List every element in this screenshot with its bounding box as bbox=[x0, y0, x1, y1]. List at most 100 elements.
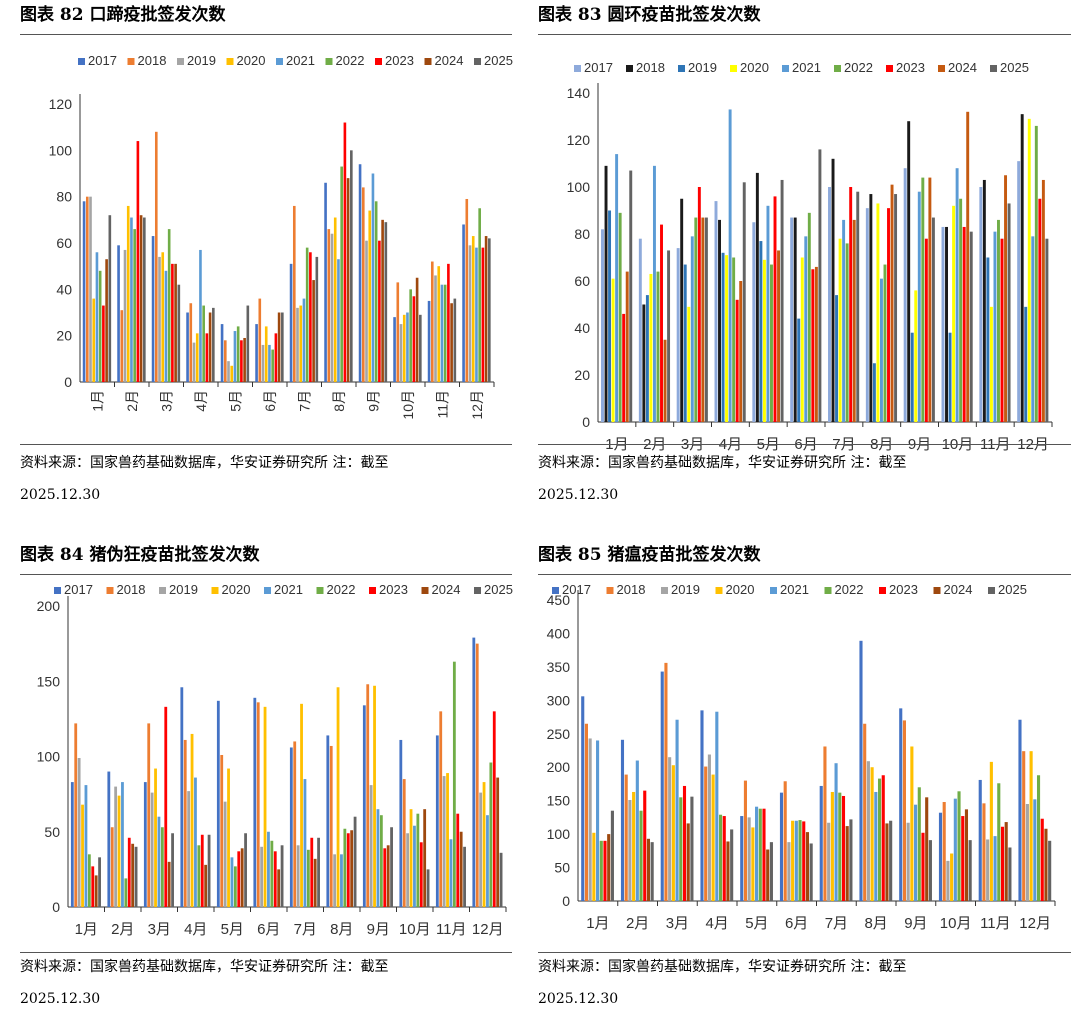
bar bbox=[171, 833, 174, 907]
bar bbox=[127, 837, 131, 907]
bar bbox=[690, 236, 694, 422]
x-tick-label: 12月 bbox=[472, 921, 504, 938]
bar bbox=[762, 808, 766, 901]
bar bbox=[212, 307, 215, 382]
x-tick-label: 7月 bbox=[825, 915, 848, 932]
bar bbox=[449, 839, 453, 907]
bar bbox=[346, 833, 350, 907]
bar bbox=[261, 344, 265, 382]
bar bbox=[780, 179, 784, 422]
bar bbox=[220, 324, 224, 382]
bar bbox=[189, 303, 193, 382]
y-tick-label: 140 bbox=[567, 85, 591, 101]
bar bbox=[766, 205, 770, 422]
bar bbox=[87, 854, 91, 907]
bar bbox=[711, 774, 715, 901]
bar bbox=[456, 813, 460, 907]
bar bbox=[446, 773, 449, 907]
y-tick-label: 80 bbox=[574, 226, 590, 242]
bar bbox=[236, 326, 240, 382]
bar bbox=[374, 201, 378, 382]
bar bbox=[902, 720, 906, 901]
bar bbox=[161, 252, 165, 382]
bar bbox=[350, 830, 354, 907]
legend-label: 2020 bbox=[740, 60, 769, 75]
x-tick-label: 5月 bbox=[745, 915, 768, 932]
bar bbox=[986, 839, 990, 901]
bar bbox=[177, 284, 181, 382]
bar bbox=[607, 834, 611, 901]
bar bbox=[804, 236, 808, 422]
chart-83-svg: 2017 2018 2019 2020 2021 2022 2023 2024 2025 0 20 4… bbox=[567, 60, 1053, 453]
legend-swatch bbox=[606, 587, 614, 594]
title-divider bbox=[538, 34, 1071, 35]
x-tick-label: 6月 bbox=[262, 390, 278, 412]
bar bbox=[180, 687, 184, 907]
bar bbox=[588, 738, 592, 901]
bar bbox=[968, 840, 972, 901]
bar bbox=[686, 823, 690, 901]
bar bbox=[315, 256, 319, 382]
legend-swatch bbox=[715, 587, 723, 594]
legend-label: 2021 bbox=[780, 582, 809, 597]
bar bbox=[164, 706, 168, 907]
legend-label: 2025 bbox=[998, 582, 1027, 597]
bar bbox=[1020, 114, 1024, 423]
bar bbox=[660, 224, 663, 422]
legend-swatch bbox=[177, 58, 184, 65]
legend-label: 2022 bbox=[336, 53, 365, 68]
bar bbox=[625, 271, 629, 422]
bar bbox=[187, 791, 191, 907]
bar bbox=[82, 201, 86, 382]
bar bbox=[715, 711, 719, 901]
bar bbox=[399, 324, 403, 382]
bar bbox=[966, 111, 970, 423]
bar bbox=[982, 179, 986, 422]
bar bbox=[383, 848, 387, 907]
bar bbox=[423, 809, 427, 907]
legend-label: 2020 bbox=[222, 582, 251, 597]
bar bbox=[255, 324, 258, 382]
bar bbox=[869, 194, 873, 422]
bar bbox=[154, 768, 157, 907]
bar bbox=[787, 842, 791, 901]
bar bbox=[618, 212, 622, 422]
bar bbox=[704, 766, 708, 901]
bar bbox=[925, 797, 929, 901]
bar bbox=[924, 238, 928, 422]
title-divider bbox=[20, 34, 512, 35]
bar bbox=[336, 687, 340, 907]
bar bbox=[865, 208, 869, 422]
bar bbox=[668, 757, 672, 901]
legend-label: 2022 bbox=[835, 582, 864, 597]
bar bbox=[870, 767, 874, 901]
bar bbox=[164, 270, 168, 382]
bar bbox=[409, 289, 412, 382]
bar bbox=[1018, 719, 1022, 901]
bar bbox=[406, 312, 409, 382]
bar bbox=[243, 337, 246, 382]
chart-title: 图表 83 圆环疫苗批签发次数 bbox=[538, 5, 761, 25]
y-tick-label: 60 bbox=[574, 273, 590, 289]
bar bbox=[899, 708, 903, 901]
bar bbox=[258, 298, 262, 382]
bar bbox=[707, 754, 711, 901]
y-tick-label: 0 bbox=[582, 414, 590, 430]
bar bbox=[240, 848, 244, 907]
y-tick-label: 60 bbox=[56, 235, 72, 251]
bar bbox=[296, 307, 299, 382]
legend-swatch bbox=[474, 587, 481, 594]
bar bbox=[894, 194, 898, 422]
bar bbox=[938, 812, 943, 901]
bar bbox=[979, 187, 983, 422]
legend-swatch bbox=[127, 58, 135, 65]
bar bbox=[604, 165, 608, 422]
bar bbox=[263, 706, 267, 907]
bar bbox=[849, 819, 853, 901]
bar bbox=[77, 758, 81, 907]
bar bbox=[751, 827, 755, 901]
legend-swatch bbox=[879, 587, 886, 594]
x-tick-label: 9月 bbox=[365, 390, 381, 412]
bar bbox=[419, 314, 422, 382]
bar bbox=[195, 333, 199, 382]
